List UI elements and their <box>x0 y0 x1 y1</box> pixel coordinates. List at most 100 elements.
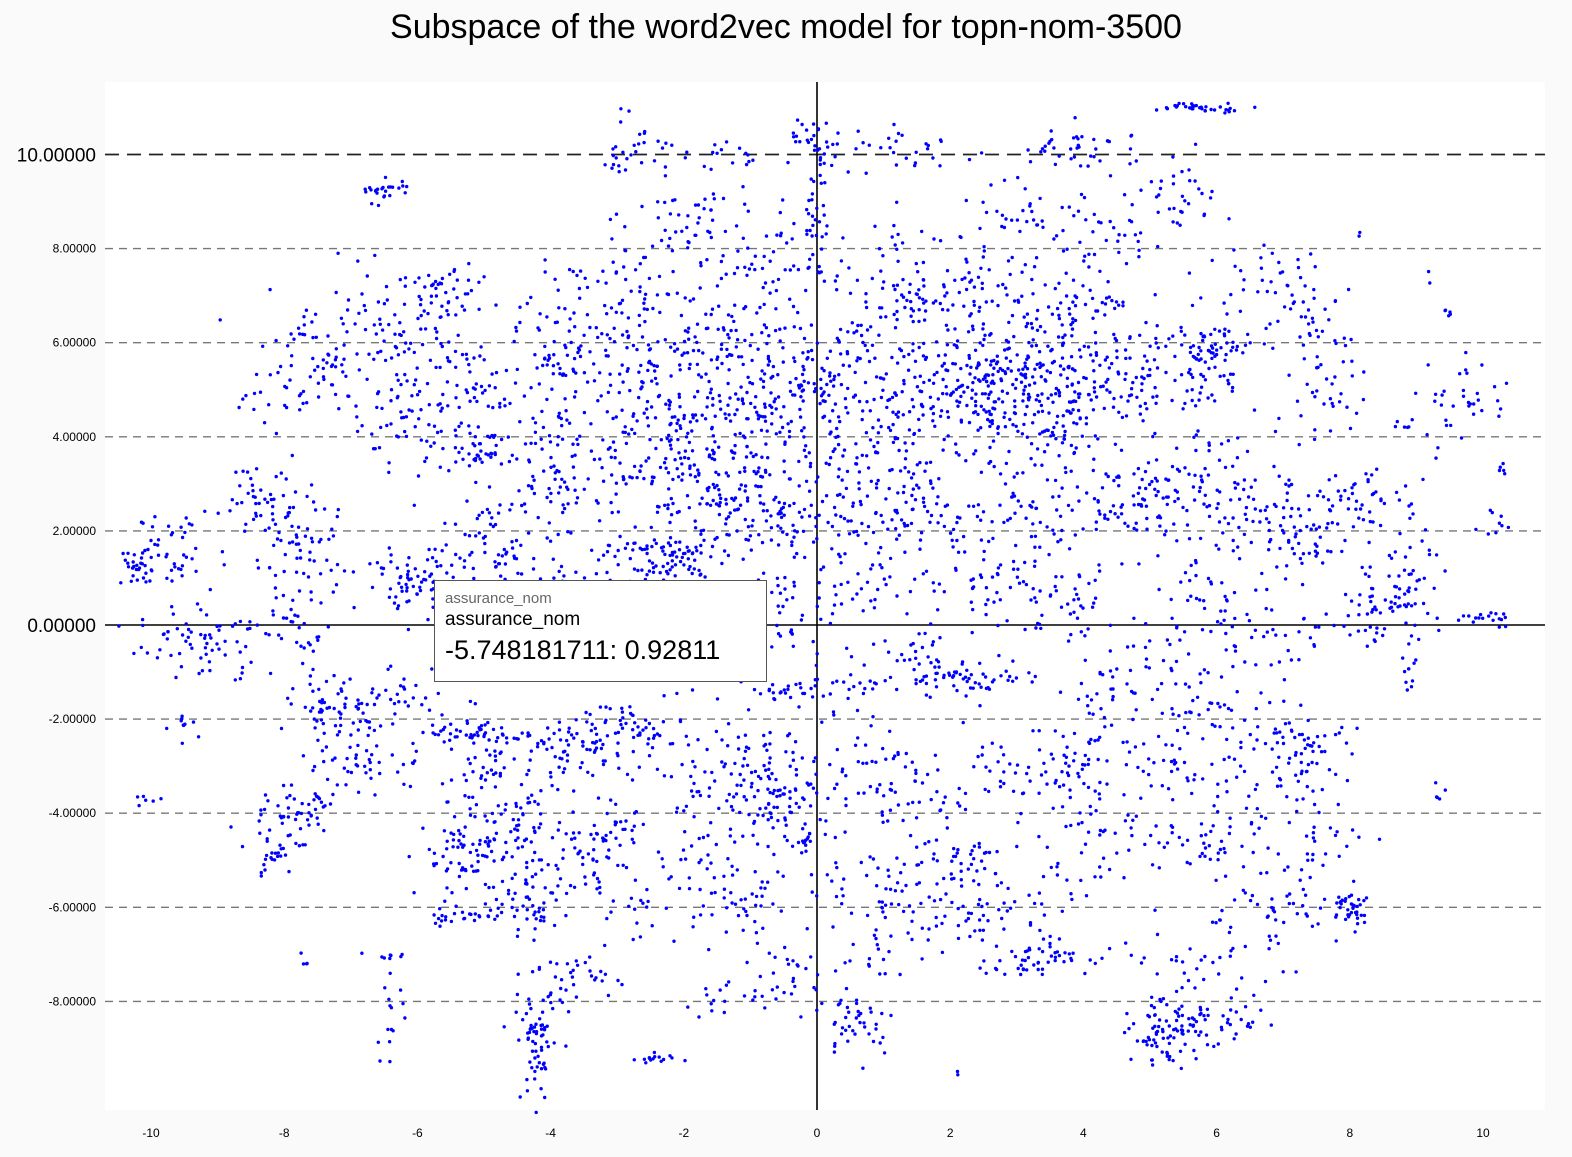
scatter-point <box>1051 400 1055 404</box>
scatter-point <box>336 692 340 696</box>
scatter-point <box>731 456 735 460</box>
scatter-point <box>888 428 893 433</box>
scatter-point <box>978 226 982 231</box>
scatter-point <box>601 762 606 767</box>
scatter-point <box>846 580 850 584</box>
scatter-point <box>981 928 986 932</box>
scatter-point <box>1031 375 1035 379</box>
scatter-point <box>645 887 649 892</box>
scatter-point <box>901 909 906 914</box>
scatter-point <box>538 577 543 581</box>
scatter-point <box>1082 259 1086 263</box>
scatter-point <box>1008 762 1012 766</box>
scatter-point <box>902 658 907 662</box>
scatter-point <box>412 503 416 507</box>
scatter-point <box>915 882 919 886</box>
scatter-point <box>1069 157 1073 161</box>
scatter-point <box>382 302 387 306</box>
scatter-point <box>743 749 748 753</box>
scatter-point <box>833 1020 837 1025</box>
scatter-point <box>528 733 532 738</box>
scatter-point <box>967 676 971 681</box>
scatter-point <box>733 496 738 500</box>
scatter-point <box>964 198 968 203</box>
scatter-point <box>732 319 736 324</box>
scatter-point <box>891 422 895 427</box>
scatter-point <box>303 843 307 847</box>
scatter-point <box>654 564 658 568</box>
scatter-point <box>750 781 754 786</box>
scatter-point <box>547 353 551 358</box>
scatter-point <box>1023 384 1027 389</box>
scatter-point <box>1131 380 1135 385</box>
scatter-point <box>469 288 474 293</box>
scatter-point <box>696 468 700 472</box>
scatter-point <box>888 575 892 579</box>
scatter-point <box>307 811 311 815</box>
scatter-point <box>1063 466 1068 470</box>
scatter-point <box>1111 405 1116 409</box>
scatter-point <box>1010 218 1014 222</box>
scatter-point <box>533 850 537 855</box>
scatter-point <box>791 750 795 755</box>
scatter-point <box>132 651 136 656</box>
scatter-point <box>816 127 821 131</box>
scatter-point <box>1158 524 1162 528</box>
scatter-point <box>479 345 483 349</box>
scatter-point <box>900 241 905 245</box>
scatter-point <box>208 587 212 592</box>
scatter-point <box>1083 302 1088 307</box>
scatter-point <box>1004 356 1008 360</box>
scatter-point <box>843 397 848 401</box>
scatter-point <box>688 420 693 424</box>
scatter-point <box>549 455 553 460</box>
scatter-point <box>438 924 442 928</box>
scatter-point <box>687 887 692 891</box>
scatter-point <box>433 732 437 737</box>
scatter-point <box>1008 272 1012 277</box>
scatter-point <box>847 266 851 270</box>
scatter-point <box>859 860 863 865</box>
scatter-point <box>287 510 291 515</box>
scatter-point <box>905 298 909 303</box>
scatter-point <box>631 343 636 348</box>
scatter-point <box>709 555 713 559</box>
scatter-point <box>482 734 486 739</box>
scatter-point <box>661 549 665 553</box>
scatter-point <box>235 501 239 506</box>
scatter-point <box>468 850 473 855</box>
scatter-point <box>1032 901 1037 906</box>
scatter-point <box>393 712 397 716</box>
scatter-point <box>972 765 976 769</box>
scatter-point <box>501 733 505 737</box>
scatter-point <box>721 196 726 201</box>
scatter-point <box>1099 875 1103 879</box>
scatter-point <box>1002 770 1006 774</box>
scatter-point <box>314 335 318 339</box>
scatter-point <box>795 551 799 556</box>
scatter-point <box>558 485 562 489</box>
scatter-point <box>365 377 369 381</box>
scatter-point <box>439 315 443 319</box>
scatter-point <box>384 688 388 692</box>
scatter-point <box>753 254 757 258</box>
scatter-point <box>1051 433 1056 437</box>
scatter-point <box>1092 212 1097 217</box>
scatter-point <box>1140 388 1144 393</box>
scatter-point <box>816 475 820 479</box>
scatter-point <box>331 534 336 538</box>
scatter-point <box>464 778 468 783</box>
scatter-point <box>545 747 549 751</box>
scatter-point <box>543 258 547 262</box>
scatter-point <box>1057 313 1061 317</box>
scatter-point <box>588 748 592 752</box>
scatter-point <box>170 531 175 535</box>
scatter-point <box>412 891 416 895</box>
scatter-point <box>693 475 697 479</box>
scatter-point <box>981 200 985 204</box>
scatter-point <box>640 335 645 339</box>
scatter-point <box>557 720 562 724</box>
scatter-point <box>595 859 599 864</box>
scatter-point <box>655 510 660 514</box>
scatter-point <box>846 330 850 334</box>
